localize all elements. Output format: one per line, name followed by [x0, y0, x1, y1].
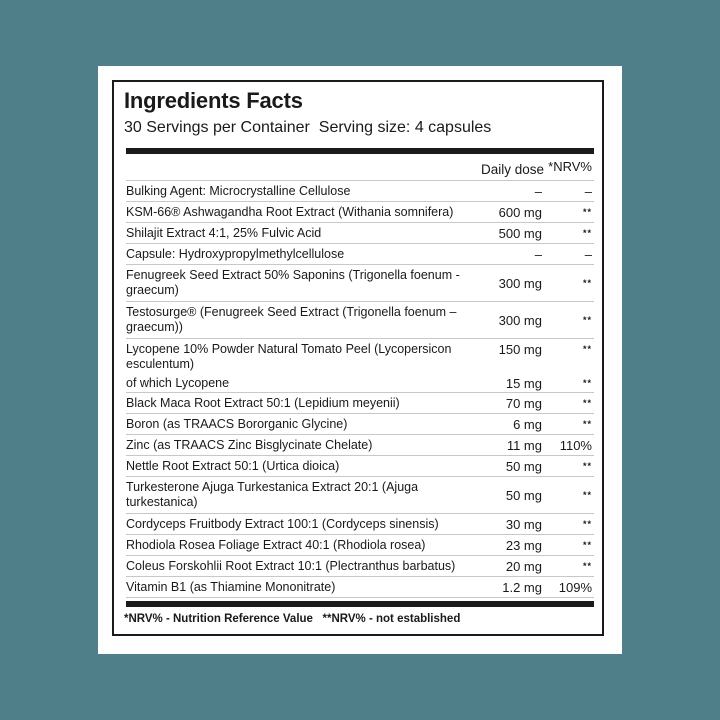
nrv-value: **: [582, 206, 592, 217]
table-row: Lycopene 10% Powder Natural Tomato Peel …: [126, 339, 594, 374]
table-row: Zinc (as TRAACS Zinc Bisglycinate Chelat…: [126, 435, 594, 456]
table-row: Boron (as TRAACS Bororganic Glycine) 6 mg…: [126, 414, 594, 435]
daily-dose: 70 mg: [505, 395, 542, 411]
ingredient-name: Shilajit Extract 4:1, 25% Fulvic Acid: [126, 225, 322, 240]
ingredient-name: Black Maca Root Extract 50:1 (Lepidium m…: [126, 395, 400, 410]
nrv-value: **: [582, 418, 592, 429]
ingredient-name: Boron (as TRAACS Bororganic Glycine): [126, 416, 348, 431]
nrv-value: **: [582, 344, 592, 354]
table-row: Cordyceps Fruitbody Extract 100:1 (Cordy…: [126, 514, 594, 535]
ingredient-name: Capsule: Hydroxypropylmethylcellulose: [126, 246, 345, 261]
ingredient-name: Testosurge® (Fenugreek Seed Extract (Tri…: [126, 305, 457, 334]
nrv-header: *NRV%: [548, 159, 592, 174]
nrv-value: **: [582, 560, 592, 571]
daily-dose: 50 mg: [505, 458, 542, 474]
nrv-value: 110%: [559, 437, 592, 453]
table-row: Turkesterone Ajuga Turkestanica Extract …: [126, 477, 594, 514]
daily-dose: 6 mg: [513, 416, 542, 432]
ingredient-name: KSM-66® Ashwagandha Root Extract (Withan…: [126, 204, 454, 219]
daily-dose: 20 mg: [505, 558, 542, 574]
footnote: *NRV% - Nutrition Reference Value **NRV%…: [124, 613, 461, 625]
ingredient-name: Rhodiola Rosea Foliage Extract 40:1 (Rho…: [126, 537, 426, 552]
daily-dose: 1.2 mg: [502, 579, 542, 595]
table-row: Shilajit Extract 4:1, 25% Fulvic Acid 500…: [126, 223, 594, 244]
daily-dose: 30 mg: [505, 516, 542, 532]
table-row: Capsule: Hydroxypropylmethylcellulose – –: [126, 244, 594, 265]
nrv-value: **: [582, 518, 592, 529]
servings-info: 30 Servings per Container Serving size: …: [124, 119, 492, 136]
nrv-value: **: [582, 397, 592, 408]
ingredient-name: Fenugreek Seed Extract 50% Saponins (Tri…: [126, 268, 460, 297]
table-row: Fenugreek Seed Extract 50% Saponins (Tri…: [126, 265, 594, 302]
nrv-value: –: [584, 183, 592, 199]
daily-dose: 500 mg: [498, 225, 542, 241]
ingredient-name: Zinc (as TRAACS Zinc Bisglycinate Chelat…: [126, 437, 373, 452]
ingredient-name: Turkesterone Ajuga Turkestanica Extract …: [126, 480, 419, 509]
column-header: Daily dose *NRV%: [126, 158, 594, 181]
daily-dose: 300 mg: [498, 275, 542, 291]
daily-dose: 150 mg: [498, 342, 542, 357]
ingredients-facts-panel: Ingredients Facts 30 Servings per Contai…: [112, 80, 604, 636]
daily-dose: 600 mg: [498, 204, 542, 220]
bottom-divider: [126, 601, 594, 607]
table-row: of which Lycopene 15 mg **: [126, 374, 594, 393]
nrv-value: **: [582, 314, 592, 325]
ingredient-name: of which Lycopene: [126, 375, 230, 390]
nrv-value: **: [582, 489, 592, 500]
ingredient-name: Coleus Forskohlii Root Extract 10:1 (Ple…: [126, 558, 456, 573]
nrv-value: –: [584, 246, 592, 262]
table-row: Bulking Agent: Microcrystalline Cellulos…: [126, 181, 594, 202]
nrv-value: **: [582, 277, 592, 288]
daily-dose: 15 mg: [505, 375, 542, 391]
table-row: Nettle Root Extract 50:1 (Urtica dioica)…: [126, 456, 594, 477]
daily-dose: 23 mg: [505, 537, 542, 553]
table-row: Testosurge® (Fenugreek Seed Extract (Tri…: [126, 302, 594, 339]
daily-dose: –: [534, 183, 542, 199]
table-row: KSM-66® Ashwagandha Root Extract (Withan…: [126, 202, 594, 223]
nrv-value: **: [582, 460, 592, 471]
nrv-value: **: [582, 377, 592, 388]
label-card: Ingredients Facts 30 Servings per Contai…: [98, 66, 622, 654]
top-divider: [126, 148, 594, 154]
ingredient-name: Lycopene 10% Powder Natural Tomato Peel …: [126, 342, 452, 371]
table-row: Rhodiola Rosea Foliage Extract 40:1 (Rho…: [126, 535, 594, 556]
ingredient-name: Vitamin B1 (as Thiamine Mononitrate): [126, 579, 336, 594]
ingredient-table: Bulking Agent: Microcrystalline Cellulos…: [126, 181, 594, 598]
daily-dose: 300 mg: [498, 312, 542, 328]
panel-title: Ingredients Facts: [124, 88, 303, 113]
ingredient-name: Cordyceps Fruitbody Extract 100:1 (Cordy…: [126, 516, 439, 531]
ingredient-name: Nettle Root Extract 50:1 (Urtica dioica): [126, 458, 340, 473]
daily-dose-header: Daily dose: [480, 162, 544, 177]
daily-dose: –: [534, 246, 542, 262]
table-row: Black Maca Root Extract 50:1 (Lepidium m…: [126, 393, 594, 414]
daily-dose: 11 mg: [506, 437, 542, 453]
table-row: Coleus Forskohlii Root Extract 10:1 (Ple…: [126, 556, 594, 577]
table-row: Vitamin B1 (as Thiamine Mononitrate) 1.2 …: [126, 577, 594, 598]
daily-dose: 50 mg: [505, 487, 542, 503]
nrv-value: **: [582, 539, 592, 550]
ingredient-name: Bulking Agent: Microcrystalline Cellulos…: [126, 183, 351, 198]
nrv-value: 109%: [558, 579, 592, 595]
nrv-value: **: [582, 227, 592, 238]
